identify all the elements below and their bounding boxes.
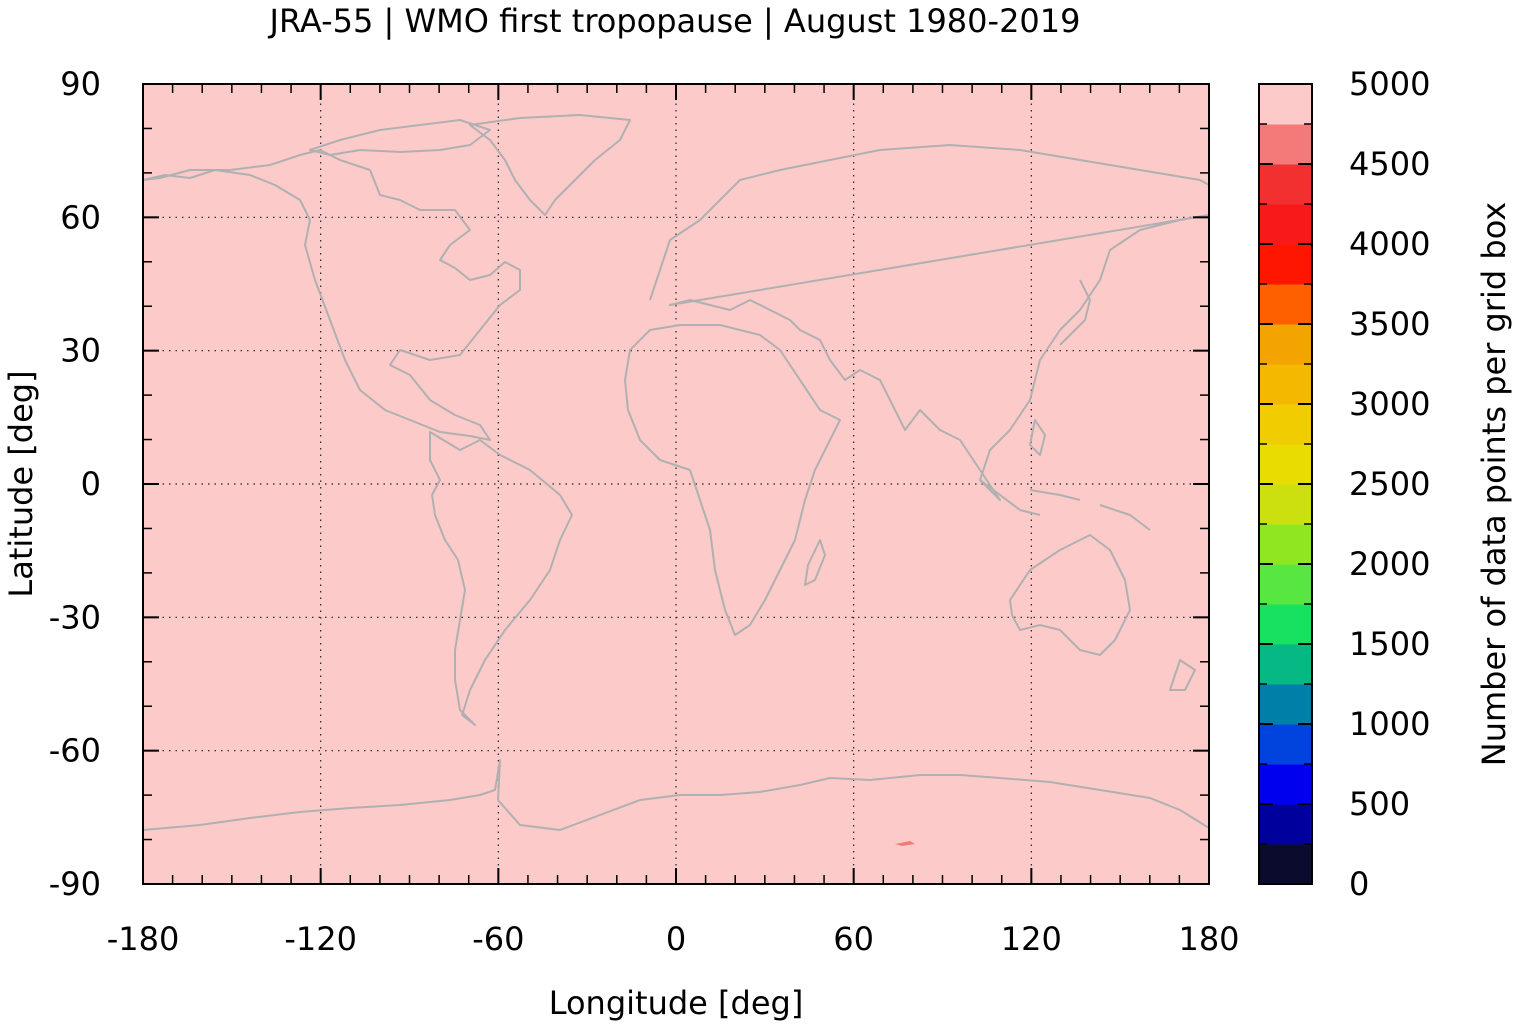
y-tick-label: 60 xyxy=(60,198,101,236)
coastline-new-zealand xyxy=(1169,659,1196,691)
colorbar-swatch xyxy=(1259,724,1312,765)
colorbar-swatch xyxy=(1259,604,1312,645)
coastline-antarctica xyxy=(142,759,1210,831)
colorbar-tick-label: 3000 xyxy=(1349,385,1430,423)
y-tick-label: 30 xyxy=(60,332,101,370)
x-axis-title: Longitude [deg] xyxy=(549,984,804,1022)
colorbar-swatch xyxy=(1259,644,1312,685)
colorbar-tick-label: 4500 xyxy=(1349,145,1430,183)
y-axis-ticks xyxy=(143,83,1209,885)
y-tick-label: -60 xyxy=(49,732,101,770)
x-tick-label: 180 xyxy=(1178,920,1239,958)
high-value-patch xyxy=(895,841,915,846)
coastline-madagascar xyxy=(804,539,826,586)
coastline-south-america xyxy=(429,431,573,726)
colorbar-swatch xyxy=(1259,524,1312,565)
colorbar-tick-label: 2000 xyxy=(1349,545,1430,583)
x-tick-label: 60 xyxy=(833,920,874,958)
y-axis-tick-labels: 90 60 30 0 -30 -60 -90 xyxy=(49,65,101,903)
coastline-philippines xyxy=(1029,419,1046,456)
colorbar-swatch xyxy=(1259,684,1312,725)
colorbar-swatch xyxy=(1259,164,1312,205)
colorbar-tick-label: 2500 xyxy=(1349,465,1430,503)
x-tick-label: -180 xyxy=(107,920,180,958)
colorbar-title: Number of data points per grid box xyxy=(1475,202,1513,766)
colorbar-swatch xyxy=(1259,764,1312,805)
colorbar-tick-label: 1500 xyxy=(1349,625,1430,663)
colorbar-swatch xyxy=(1259,484,1312,525)
colorbar-swatch xyxy=(1259,404,1312,445)
colorbar-swatches xyxy=(1259,84,1312,885)
coastline-africa xyxy=(624,324,841,636)
x-axis-tick-labels: -180 -120 -60 0 60 120 180 xyxy=(107,920,1240,958)
colorbar-swatch xyxy=(1259,124,1312,165)
x-tick-label: -60 xyxy=(472,920,524,958)
map-panel xyxy=(142,83,1210,885)
colorbar-tick-label: 1000 xyxy=(1349,705,1430,743)
coastline-indonesia xyxy=(979,479,1151,531)
colorbar-swatch xyxy=(1259,364,1312,405)
coastlines xyxy=(142,114,1210,831)
colorbar: 5000450040003500300025002000150010005000… xyxy=(1258,65,1513,903)
y-tick-label: 90 xyxy=(60,65,101,103)
x-tick-label: 120 xyxy=(1001,920,1062,958)
grid-lines xyxy=(143,84,1209,884)
x-axis-ticks xyxy=(142,84,1210,884)
colorbar-swatch xyxy=(1259,244,1312,285)
colorbar-swatch xyxy=(1259,324,1312,365)
colorbar-swatch xyxy=(1259,84,1312,125)
colorbar-swatch xyxy=(1259,804,1312,845)
coastline-eurasia xyxy=(649,144,1210,501)
colorbar-tick-label: 3500 xyxy=(1349,305,1430,343)
plot-title: JRA-55 | WMO first tropopause | August 1… xyxy=(268,2,1081,40)
coastline-arctic-islands xyxy=(309,119,491,156)
colorbar-tick-label: 500 xyxy=(1349,785,1410,823)
colorbar-ticks xyxy=(1259,83,1312,885)
colorbar-swatch xyxy=(1259,844,1312,885)
y-tick-label: 0 xyxy=(81,465,101,503)
y-tick-label: -30 xyxy=(49,598,101,636)
y-axis-title: Latitude [deg] xyxy=(2,370,40,597)
y-tick-label: -90 xyxy=(49,865,101,903)
colorbar-swatch xyxy=(1259,444,1312,485)
colorbar-tick-label: 5000 xyxy=(1349,65,1430,103)
coastline-north-america xyxy=(142,149,521,441)
coastline-australia xyxy=(1009,534,1131,656)
colorbar-swatch xyxy=(1259,284,1312,325)
coastline-japan xyxy=(1059,279,1091,346)
colorbar-tick-label: 0 xyxy=(1349,865,1369,903)
coastline-greenland xyxy=(469,114,631,216)
colorbar-swatch xyxy=(1259,204,1312,245)
x-tick-label: -120 xyxy=(284,920,357,958)
colorbar-tick-label: 4000 xyxy=(1349,225,1430,263)
colorbar-swatch xyxy=(1259,564,1312,605)
x-tick-label: 0 xyxy=(666,920,686,958)
